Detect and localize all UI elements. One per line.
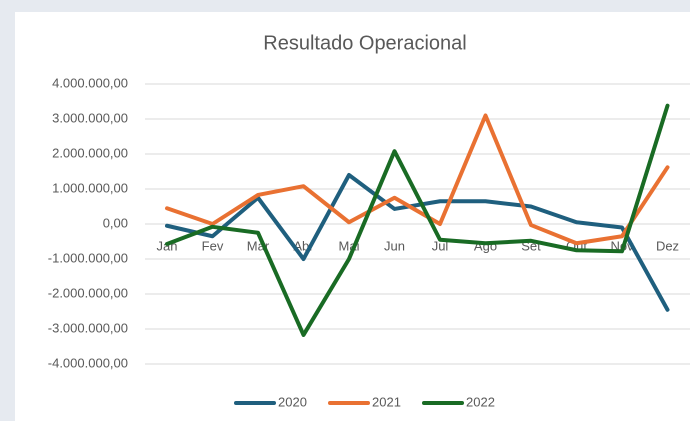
legend-label: 2021 [372,394,401,409]
chart-area [15,12,690,421]
chart-title: Resultado Operacional [263,32,466,54]
series-line [165,103,670,337]
y-tick-label: -3.000.000,00 [48,320,128,335]
y-tick-label: 4.000.000,00 [52,75,128,90]
y-tick-label: 2.000.000,00 [52,145,128,160]
y-tick-label: 1.000.000,00 [52,180,128,195]
y-tick-label: -4.000.000,00 [48,355,128,370]
y-tick-label: 0,00 [103,215,128,230]
x-tick-label: Fev [202,238,224,253]
series-line [165,113,670,246]
y-tick-label: 3.000.000,00 [52,110,128,125]
x-tick-label: Dez [656,238,679,253]
legend-label: 2020 [278,394,307,409]
legend-label: 2022 [466,394,495,409]
x-tick-label: Jun [384,238,405,253]
series-line [165,173,670,312]
y-tick-label: -2.000.000,00 [48,285,128,300]
y-tick-label: -1.000.000,00 [48,250,128,265]
x-tick-label: Jul [432,238,449,253]
